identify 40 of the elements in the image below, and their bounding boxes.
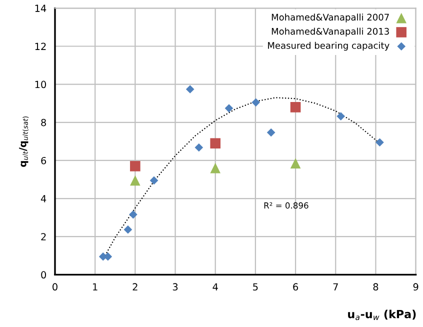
y-tick-label: 8 bbox=[41, 118, 46, 126]
x-tick-label: 3 bbox=[172, 283, 178, 291]
x-tick-label: 8 bbox=[373, 283, 378, 291]
x-tick-label: 5 bbox=[253, 283, 258, 291]
y-tick-label: 6 bbox=[41, 156, 46, 164]
legend-label: Measured bearing capacity bbox=[268, 42, 390, 51]
y-tick-label: 4 bbox=[40, 195, 46, 202]
x-tick-label: 6 bbox=[293, 283, 298, 291]
x-tick-label: 1 bbox=[93, 283, 98, 290]
point bbox=[290, 158, 301, 168]
legend-label: Mohamed&Vanapalli 2007 bbox=[272, 14, 389, 22]
point bbox=[252, 98, 260, 107]
y-tick-label: 2 bbox=[41, 233, 46, 240]
point bbox=[129, 210, 138, 219]
y-axis-title: q$_{ult}$/q$_{ult(sat)}$ bbox=[19, 116, 29, 167]
x-tick-label: 9 bbox=[413, 283, 418, 291]
y-tick-label: 12 bbox=[35, 42, 46, 50]
point bbox=[376, 138, 384, 147]
x-tick-label: 2 bbox=[132, 283, 138, 290]
point bbox=[224, 104, 234, 112]
point bbox=[290, 102, 301, 112]
x-axis-title: u$_{a}$-u$_{w}$ (kPa) bbox=[348, 310, 416, 320]
y-tick-label: 14 bbox=[35, 4, 46, 12]
x-tick-label: 0 bbox=[52, 283, 58, 291]
legend-label: Mohamed&Vanapalli 2013 bbox=[272, 28, 389, 36]
point bbox=[186, 85, 194, 94]
point bbox=[124, 225, 132, 234]
x-tick-label: 4 bbox=[212, 283, 218, 290]
y-tick-label: 0 bbox=[41, 271, 46, 279]
point bbox=[130, 175, 140, 186]
point bbox=[210, 138, 221, 148]
annotation: R² = 0.896 bbox=[264, 202, 308, 209]
point bbox=[150, 176, 158, 185]
point bbox=[130, 161, 140, 172]
point bbox=[336, 112, 346, 120]
point bbox=[266, 128, 276, 137]
y-tick-label: 10 bbox=[35, 80, 46, 88]
point bbox=[194, 143, 204, 152]
point bbox=[210, 162, 221, 174]
x-tick-label: 7 bbox=[333, 283, 338, 290]
